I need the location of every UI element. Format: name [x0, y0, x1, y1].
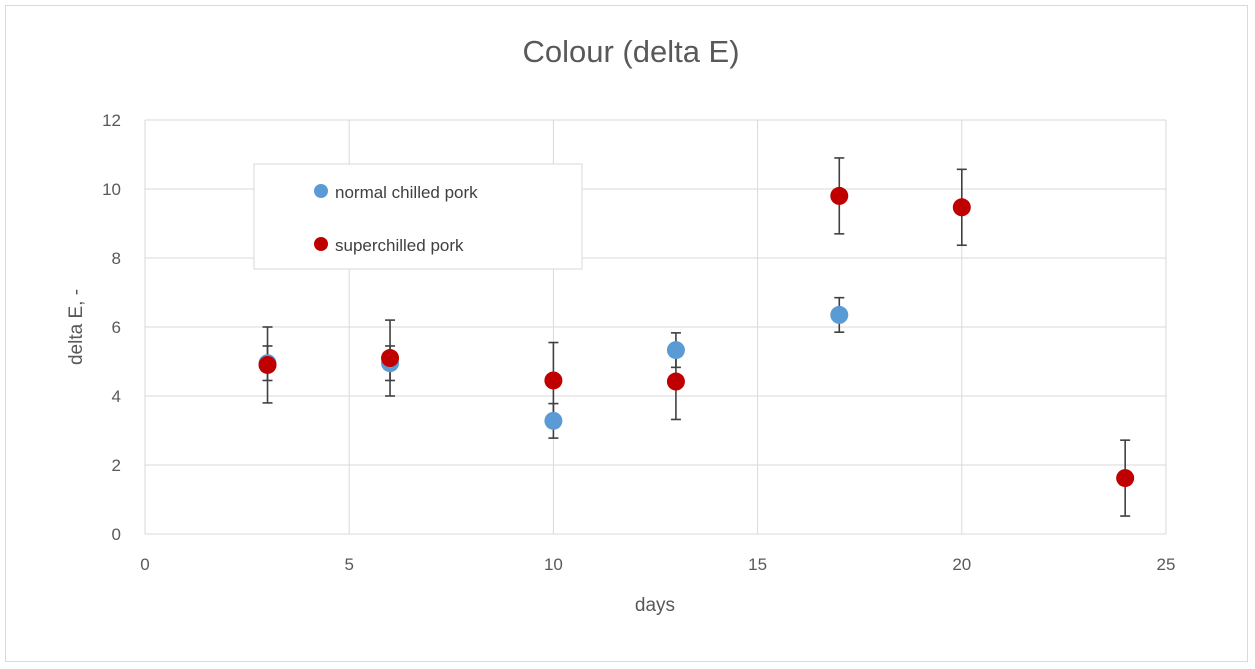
- y-tick-label: 6: [112, 318, 121, 337]
- x-tick-label: 10: [544, 555, 563, 574]
- chart-title: Colour (delta E): [522, 34, 739, 69]
- data-point-normal-chilled-pork: [544, 411, 563, 430]
- y-axis-ticks: 0 2 4 6 8 10 12: [102, 111, 121, 544]
- x-tick-label: 0: [140, 555, 149, 574]
- data-point-superchilled-pork: [830, 186, 849, 205]
- data-point-superchilled-pork: [544, 371, 563, 390]
- gridlines: [144, 119, 1167, 535]
- x-tick-label: 5: [344, 555, 353, 574]
- x-tick-label: 25: [1157, 555, 1176, 574]
- y-tick-label: 0: [112, 525, 121, 544]
- legend-label-normal-chilled-pork: normal chilled pork: [335, 183, 478, 202]
- data-point-superchilled-pork: [952, 198, 971, 217]
- x-tick-label: 20: [952, 555, 971, 574]
- data-point-normal-chilled-pork: [666, 341, 685, 360]
- data-point-superchilled-pork: [381, 349, 400, 368]
- data-points: [258, 186, 1135, 488]
- x-axis-title: days: [635, 595, 675, 616]
- legend-marker-normal-chilled-pork: [314, 184, 328, 198]
- y-tick-label: 4: [112, 387, 121, 406]
- data-point-superchilled-pork: [1116, 469, 1135, 488]
- legend: normal chilled pork superchilled pork: [253, 163, 583, 270]
- data-point-normal-chilled-pork: [830, 305, 849, 324]
- chart-area: [5, 5, 1248, 662]
- legend-marker-superchilled-pork: [314, 237, 328, 251]
- x-tick-label: 15: [748, 555, 767, 574]
- y-axis-title: delta E, -: [66, 289, 87, 365]
- data-point-superchilled-pork: [258, 355, 277, 374]
- x-axis-ticks: 0 5 10 15 20 25: [140, 555, 1175, 574]
- legend-box: [253, 163, 583, 270]
- legend-label-superchilled-pork: superchilled pork: [335, 236, 464, 255]
- y-tick-label: 8: [112, 249, 121, 268]
- y-tick-label: 2: [112, 456, 121, 475]
- data-point-superchilled-pork: [666, 372, 685, 391]
- y-tick-label: 12: [102, 111, 121, 130]
- y-tick-label: 10: [102, 180, 121, 199]
